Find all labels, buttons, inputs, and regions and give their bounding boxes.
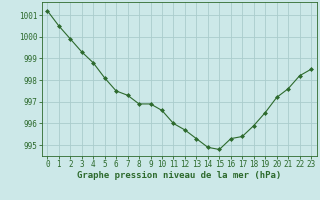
X-axis label: Graphe pression niveau de la mer (hPa): Graphe pression niveau de la mer (hPa)	[77, 171, 281, 180]
